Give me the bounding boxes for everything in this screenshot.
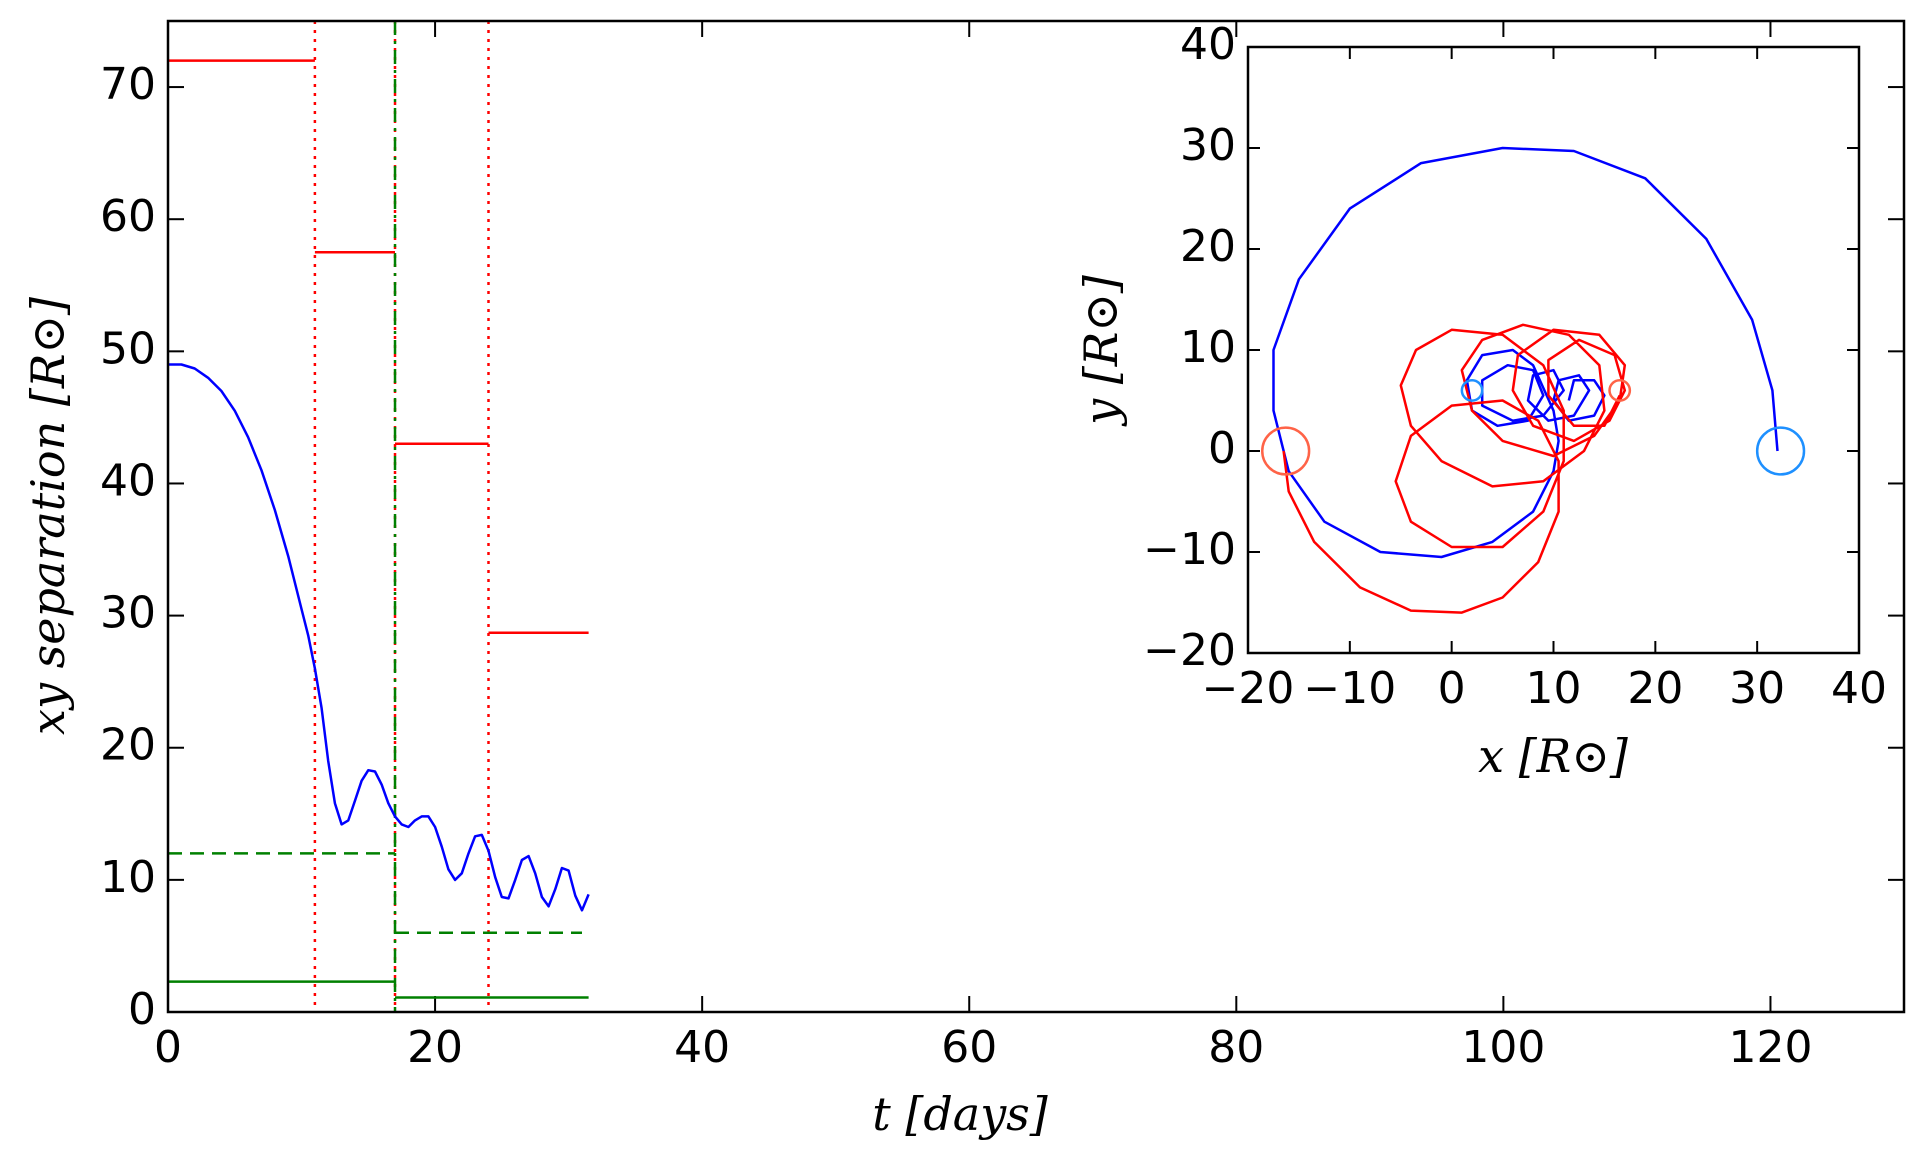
y-axis-label: xy separation [R⊙]	[21, 297, 75, 735]
y-tick-label: −10	[1143, 524, 1236, 575]
x-tick-label: 120	[1728, 1022, 1812, 1073]
x-tick-label: 20	[1627, 663, 1683, 714]
x-tick-label: 40	[674, 1022, 730, 1073]
y-tick-label: 70	[100, 59, 156, 110]
x-tick-label: 60	[941, 1022, 997, 1073]
series-line	[168, 363, 590, 912]
y-tick-label: 20	[1180, 221, 1236, 272]
x-tick-label: 20	[407, 1022, 463, 1073]
x-axis-label: t [days]	[872, 1087, 1048, 1141]
x-tick-label: −10	[1303, 663, 1396, 714]
y-tick-label: 30	[1180, 120, 1236, 171]
x-axis-label: x [R⊙]	[1478, 729, 1628, 783]
y-tick-label: 50	[100, 323, 156, 374]
y-tick-label: 10	[1180, 322, 1236, 373]
x-tick-label: 80	[1208, 1022, 1264, 1073]
axes-frame	[166, 19, 1906, 1014]
y-axis-label: y [R⊙]	[1074, 275, 1128, 427]
x-tick-label: 0	[154, 1022, 182, 1073]
y-tick-label: 40	[100, 455, 156, 506]
y-tick-label: 30	[100, 588, 156, 639]
series-line	[1282, 323, 1627, 614]
x-tick-label: −20	[1202, 663, 1295, 714]
inset-background	[1248, 47, 1859, 653]
y-tick-label: 60	[100, 191, 156, 242]
y-tick-label: 10	[100, 852, 156, 903]
marker	[1755, 426, 1806, 476]
y-tick-label: 40	[1180, 19, 1236, 70]
x-tick-label: 0	[1438, 663, 1466, 714]
x-tick-label: 10	[1526, 663, 1582, 714]
axes-frame	[1246, 45, 1861, 655]
y-tick-label: −20	[1143, 625, 1236, 676]
marker	[1608, 378, 1632, 402]
marker	[1261, 426, 1311, 476]
x-tick-label: 40	[1831, 663, 1887, 714]
y-tick-label: 0	[128, 984, 156, 1035]
y-tick-label: 20	[100, 720, 156, 771]
marker	[1460, 378, 1484, 402]
x-tick-label: 30	[1729, 663, 1785, 714]
x-tick-label: 100	[1461, 1022, 1545, 1073]
y-tick-label: 0	[1208, 423, 1236, 474]
